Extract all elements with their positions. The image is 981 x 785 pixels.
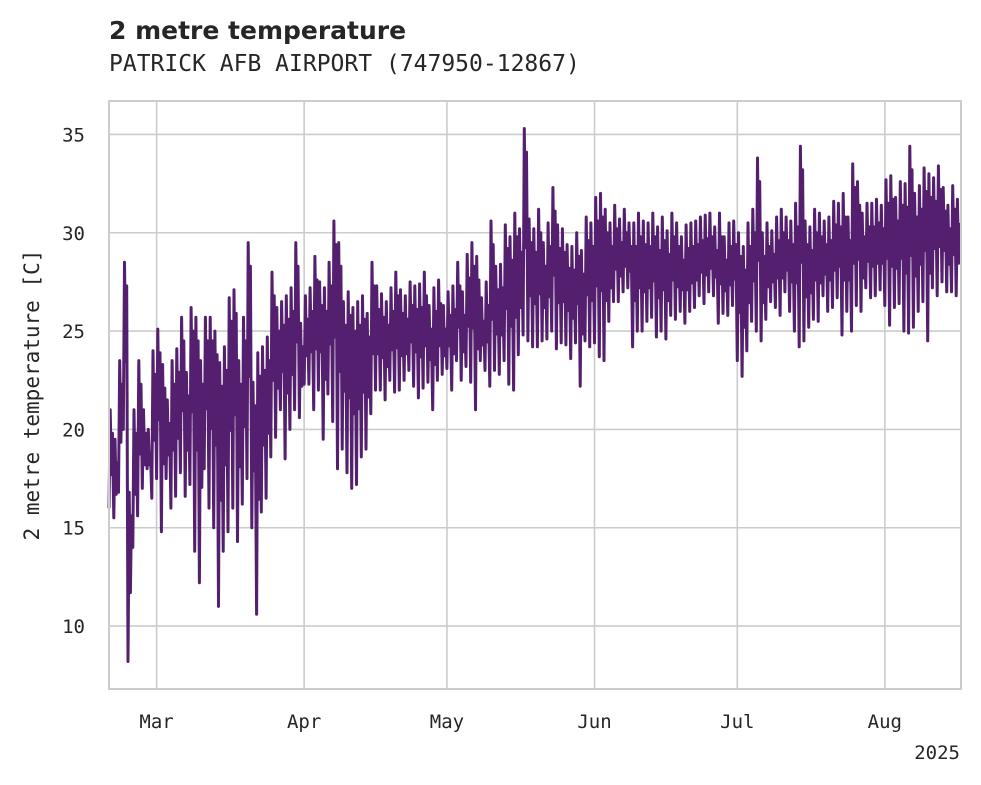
y-axis-label: 2 metre temperature [C]	[20, 250, 44, 541]
x-tick-labels: Mar Apr May Jun Jul Aug	[139, 711, 902, 733]
y-tick-label: 25	[62, 321, 85, 343]
x-tick-label: Mar	[139, 711, 173, 733]
y-tick-label: 20	[62, 419, 85, 441]
chart-title: 2 metre temperature	[109, 16, 407, 45]
x-tick-label: Jul	[720, 711, 754, 733]
y-tick-label: 30	[62, 223, 85, 245]
series-group	[107, 127, 962, 663]
x-tick-label: Jun	[577, 711, 611, 733]
y-tick-label: 10	[62, 616, 85, 638]
x-tick-label: May	[430, 711, 464, 733]
chart-subtitle: PATRICK AFB AIRPORT (747950-12867)	[109, 51, 580, 77]
x-offset-label: 2025	[914, 742, 960, 764]
temperature-line	[107, 127, 962, 663]
x-tick-label: Aug	[868, 711, 902, 733]
plot-frame	[108, 100, 962, 690]
y-tick-label: 15	[62, 518, 85, 540]
y-tick-labels: 10 15 20 25 30 35	[62, 124, 85, 638]
y-tick-label: 35	[62, 124, 85, 146]
x-tick-label: Apr	[287, 711, 321, 733]
